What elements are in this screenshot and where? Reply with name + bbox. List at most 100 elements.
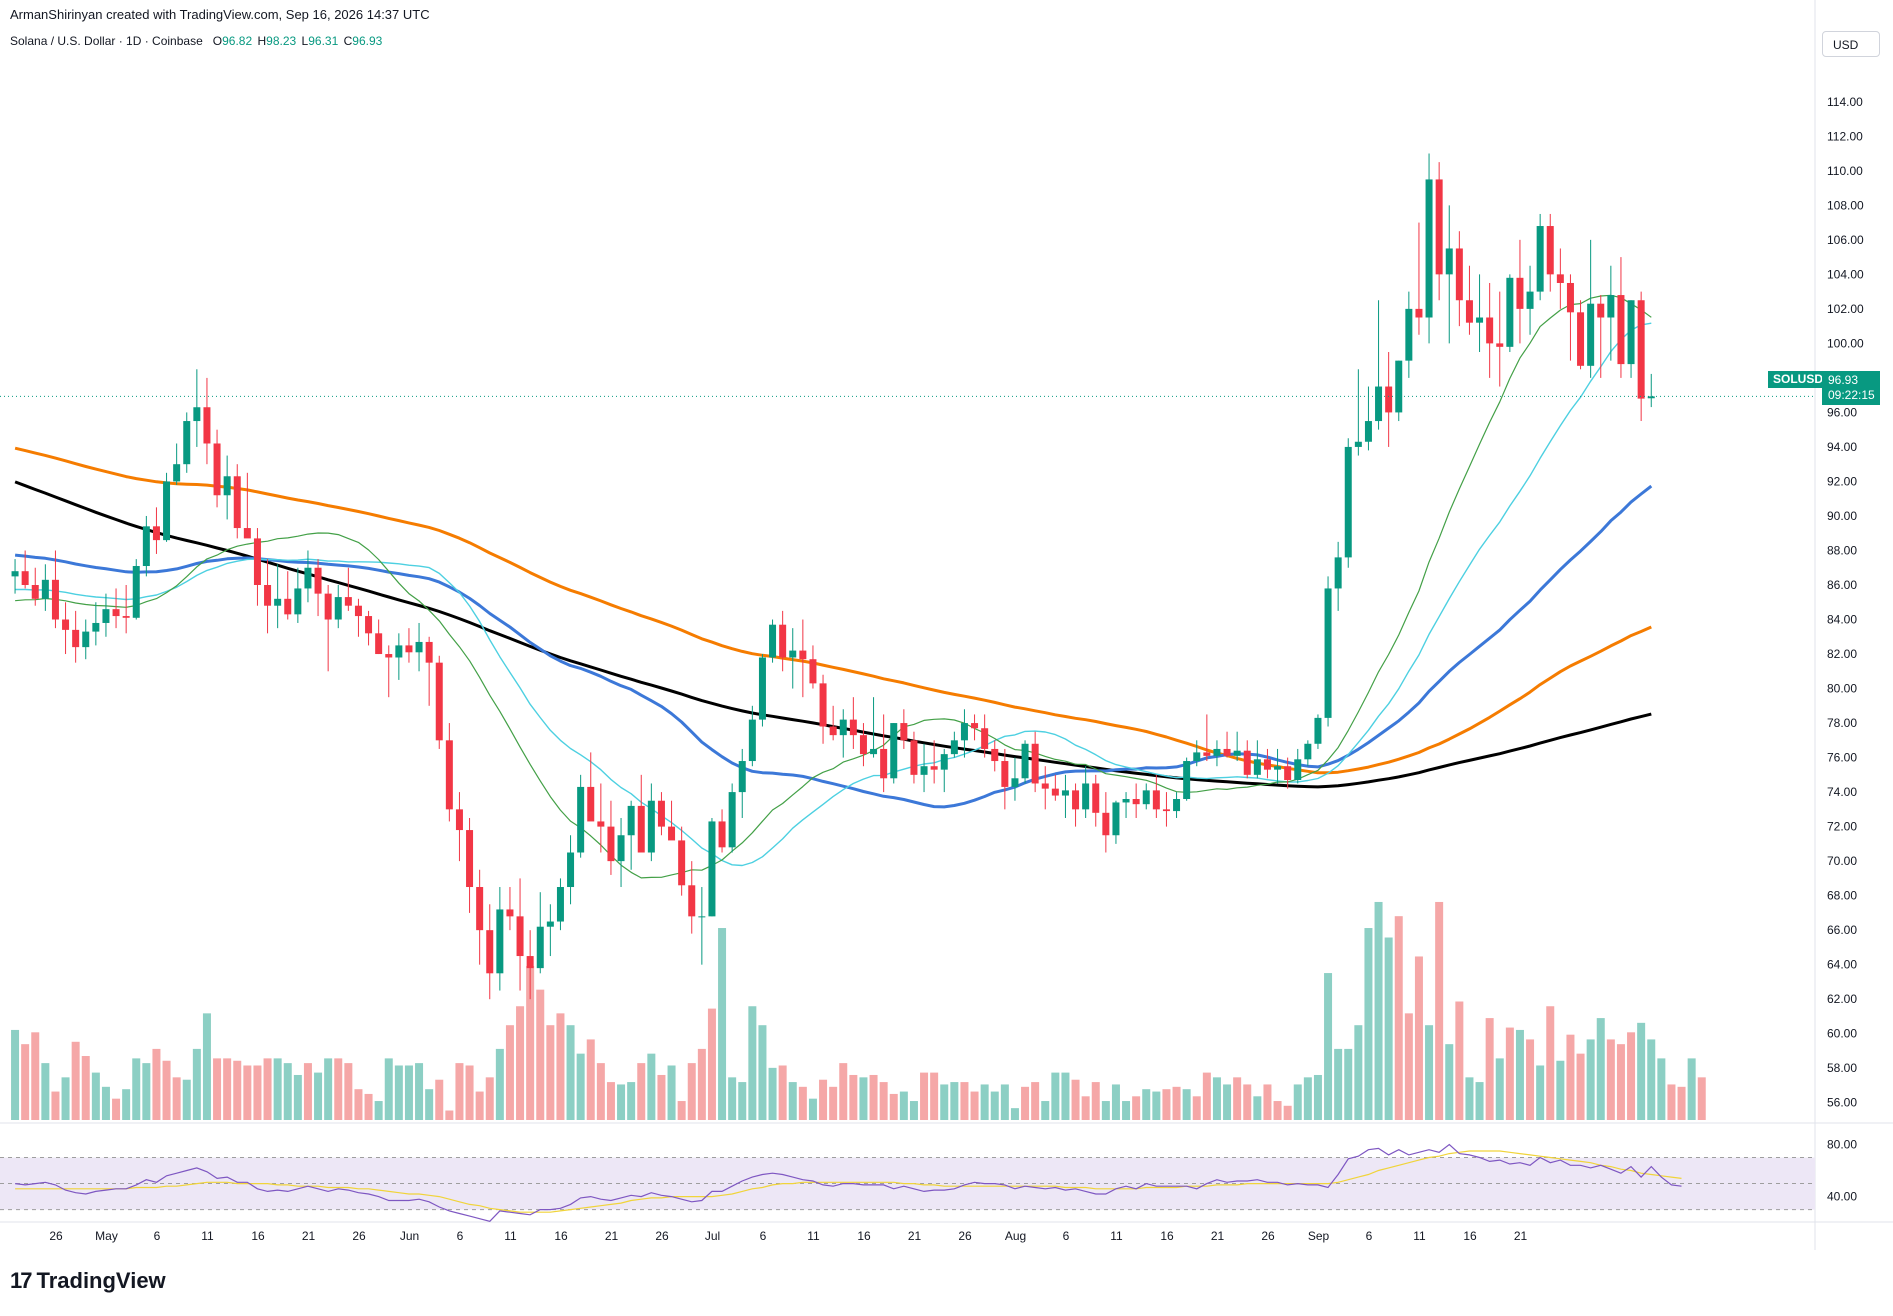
candle-body bbox=[637, 805, 645, 853]
candle-body bbox=[809, 659, 817, 684]
candle-body bbox=[1021, 743, 1029, 779]
candle-body bbox=[334, 597, 342, 620]
volume-bar bbox=[1667, 1084, 1676, 1120]
candle-body bbox=[546, 921, 554, 927]
volume-bar bbox=[364, 1093, 373, 1120]
volume-bar bbox=[697, 1048, 706, 1120]
candle-body bbox=[1526, 291, 1534, 309]
candle-body bbox=[1516, 277, 1524, 309]
volume-bar bbox=[1010, 1108, 1019, 1120]
volume-bar bbox=[1536, 1065, 1545, 1120]
candle-body bbox=[1082, 783, 1090, 810]
candle-body bbox=[223, 476, 231, 496]
volume-bar bbox=[1374, 901, 1383, 1120]
volume-bar bbox=[687, 1063, 696, 1120]
volume-bar bbox=[1677, 1086, 1686, 1120]
volume-bar bbox=[1303, 1077, 1312, 1120]
candle-body bbox=[82, 631, 90, 648]
low-label: L bbox=[301, 34, 309, 48]
candle-body bbox=[183, 421, 191, 465]
price-tick-label: 76.00 bbox=[1827, 751, 1857, 765]
candle-body bbox=[819, 683, 827, 727]
volume-bar bbox=[1637, 1022, 1646, 1120]
volume-bar bbox=[415, 1063, 424, 1120]
candle-body bbox=[365, 616, 373, 634]
price-tick-label: 88.00 bbox=[1827, 543, 1857, 557]
candle-body bbox=[930, 766, 938, 770]
time-tick-label: 26 bbox=[655, 1229, 669, 1243]
volume-bar bbox=[41, 1063, 50, 1120]
brand-name: TradingView bbox=[36, 1268, 166, 1293]
candle-body bbox=[991, 748, 999, 762]
volume-bar bbox=[1475, 1082, 1484, 1120]
price-tick-label: 96.00 bbox=[1827, 405, 1857, 419]
volume-bar bbox=[1313, 1074, 1322, 1120]
time-tick-label: 16 bbox=[251, 1229, 265, 1243]
candle-body bbox=[617, 835, 625, 862]
candle-body bbox=[1415, 308, 1423, 318]
candle-body bbox=[92, 622, 100, 632]
bar-countdown: 09:22:15 bbox=[1828, 388, 1875, 402]
tradingview-logo[interactable]: 17 TradingView bbox=[10, 1268, 166, 1294]
candle-body bbox=[870, 748, 878, 755]
volume-bar bbox=[546, 1025, 555, 1120]
candle-body bbox=[1556, 274, 1564, 283]
price-tick-label: 74.00 bbox=[1827, 785, 1857, 799]
volume-bar bbox=[263, 1058, 272, 1120]
price-tick-label: 64.00 bbox=[1827, 958, 1857, 972]
price-tick-label: 108.00 bbox=[1827, 198, 1864, 212]
candle-body bbox=[718, 821, 726, 848]
volume-bar bbox=[1465, 1077, 1474, 1120]
candle-body bbox=[1051, 788, 1059, 796]
time-tick-label: 6 bbox=[1063, 1229, 1070, 1243]
volume-bar bbox=[1061, 1072, 1070, 1120]
volume-bar bbox=[1455, 1001, 1464, 1120]
volume-bar bbox=[1051, 1072, 1060, 1120]
candle-body bbox=[940, 754, 948, 770]
volume-bar bbox=[657, 1074, 666, 1120]
candle-body bbox=[1284, 766, 1292, 781]
volume-bar bbox=[819, 1079, 828, 1120]
volume-bar bbox=[1253, 1096, 1262, 1120]
volume-bar bbox=[677, 1101, 686, 1120]
candle-body bbox=[62, 619, 70, 630]
currency-button[interactable]: USD bbox=[1822, 31, 1880, 57]
volume-bar bbox=[465, 1065, 474, 1120]
candle-body bbox=[324, 593, 332, 620]
candle-body bbox=[375, 633, 383, 655]
candle-body bbox=[1647, 396, 1655, 399]
candle-body bbox=[900, 723, 908, 741]
candle-body bbox=[1354, 441, 1362, 447]
price-tick-label: 70.00 bbox=[1827, 854, 1857, 868]
volume-bar bbox=[1596, 1018, 1605, 1120]
ma-30-line bbox=[15, 322, 1652, 867]
price-tick-label: 68.00 bbox=[1827, 889, 1857, 903]
low-value: 96.31 bbox=[308, 34, 339, 48]
candle-body bbox=[607, 826, 615, 862]
ma-50-line bbox=[14, 484, 1653, 809]
volume-bar bbox=[51, 1091, 60, 1120]
volume-bar bbox=[1515, 1029, 1524, 1120]
volume-bar bbox=[1273, 1101, 1282, 1120]
candle-body bbox=[41, 579, 49, 599]
candle-body bbox=[1243, 750, 1251, 775]
price-tick-label: 102.00 bbox=[1827, 302, 1864, 316]
volume-bar bbox=[1142, 1089, 1151, 1120]
volume-bar bbox=[1152, 1091, 1161, 1120]
candle-body bbox=[1405, 308, 1413, 361]
price-tick-label: 104.00 bbox=[1827, 267, 1864, 281]
volume-bar bbox=[354, 1089, 363, 1120]
time-tick-label: 21 bbox=[605, 1229, 619, 1243]
volume-bar bbox=[738, 1082, 747, 1120]
volume-bar bbox=[758, 1025, 767, 1120]
candle-body bbox=[1213, 748, 1221, 756]
ma-100-line bbox=[14, 446, 1652, 775]
volume-bar bbox=[879, 1082, 888, 1120]
candle-body bbox=[779, 624, 787, 658]
close-label: C bbox=[343, 34, 353, 48]
volume-bar bbox=[596, 1063, 605, 1120]
time-tick-label: 11 bbox=[807, 1229, 820, 1243]
volume-bar bbox=[192, 1048, 201, 1120]
volume-bar bbox=[930, 1072, 939, 1120]
